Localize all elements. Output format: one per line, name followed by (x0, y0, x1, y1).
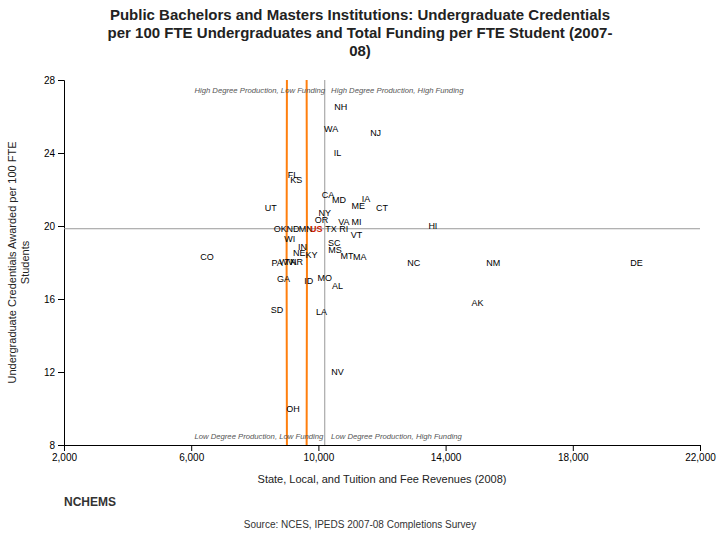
y-tick-mark (58, 153, 64, 154)
reference-line (64, 228, 700, 229)
y-tick-label: 28 (44, 75, 56, 86)
y-tick-label: 12 (44, 367, 56, 378)
x-tick: 22,000 (685, 445, 716, 463)
x-tick: 14,000 (431, 445, 462, 463)
y-tick-label: 16 (44, 294, 56, 305)
chart: Public Bachelors and Masters Institution… (0, 0, 720, 540)
point-label: TX (325, 224, 337, 234)
point-label: ME (351, 201, 365, 211)
quadrant-label: Low Degree Production, High Funding (331, 432, 462, 441)
annotations: High Degree Production, Low Funding High … (194, 86, 464, 441)
x-tick-mark (700, 445, 701, 451)
y-tick-label: 24 (44, 148, 56, 159)
point-label: ID (304, 276, 314, 286)
x-axis-title: State, Local, and Tuition and Fee Revenu… (258, 473, 507, 485)
y-axis-title-line: Students (19, 240, 31, 284)
point-label: UT (265, 203, 277, 213)
y-axis: 8 12 16 20 24 28 (44, 75, 65, 451)
y-tick: 20 (44, 221, 64, 232)
x-tick-label: 18,000 (558, 452, 589, 463)
x-tick-mark (191, 445, 192, 451)
point-label: NC (407, 258, 420, 268)
point-label: KS (290, 175, 302, 185)
data: NHWANJILFLKSCAMDIAMECTUTNYORVAMIHIOKNDMN… (64, 80, 700, 445)
x-axis-line (65, 446, 701, 452)
point-label: WA (324, 124, 338, 134)
point-label: OH (286, 404, 300, 414)
point-label: NV (331, 367, 344, 377)
point-label: MO (318, 273, 333, 283)
point-label: WI (284, 234, 295, 244)
y-axis-line (58, 81, 65, 446)
x-tick-mark (573, 445, 574, 451)
x-tick-mark (446, 445, 447, 451)
y-tick: 16 (44, 294, 64, 305)
x-tick: 10,000 (304, 445, 335, 463)
point-label: IL (334, 148, 342, 158)
title: Public Bachelors and Masters Institution… (108, 6, 613, 59)
highlight-circle (287, 80, 307, 445)
x-tick-label: 6,000 (179, 452, 204, 463)
title-line: Public Bachelors and Masters Institution… (110, 6, 610, 23)
point-label: AR (291, 257, 304, 267)
point-label: NJ (370, 128, 381, 138)
logo-text: NCHEMS (64, 495, 116, 509)
y-axis-title-line: Undergraduate Credentials Awarded per 10… (6, 142, 18, 384)
point-label: SD (271, 305, 284, 315)
point-label: MD (332, 195, 346, 205)
y-tick: 12 (44, 367, 64, 378)
point-label: OK (274, 224, 287, 234)
x-tick: 18,000 (558, 445, 589, 463)
x-tick: 6,000 (179, 445, 204, 463)
y-tick: 8 (49, 440, 64, 451)
x-tick: 2,000 (52, 445, 77, 463)
y-tick-mark (58, 445, 64, 446)
point-label: LA (316, 307, 327, 317)
y-tick-mark (58, 226, 64, 227)
point-label: CO (200, 252, 214, 262)
point-label: PA (271, 258, 282, 268)
quadrant-label: High Degree Production, High Funding (331, 86, 464, 95)
point-label: US (310, 224, 323, 234)
point-label: KY (305, 250, 317, 260)
quadrant-label: Low Degree Production, Low Funding (194, 432, 324, 441)
quadrant-label: High Degree Production, Low Funding (194, 86, 325, 95)
point-label: AL (332, 281, 343, 291)
plot: 2,000 6,000 10,000 14,000 18,000 22,000 8 12 16 2… (6, 0, 716, 540)
y-tick-mark (58, 372, 64, 373)
point-label: HI (428, 221, 437, 231)
x-tick-label: 10,000 (304, 452, 335, 463)
title-line: 08) (349, 42, 371, 59)
point-label: DE (630, 258, 643, 268)
point-label: NM (486, 258, 500, 268)
point-label: CT (376, 203, 388, 213)
y-tick-mark (58, 80, 64, 81)
point-label: MI (352, 217, 362, 227)
point-label: GA (277, 274, 290, 284)
point-label: NH (334, 102, 347, 112)
x-tick-label: 22,000 (685, 452, 716, 463)
point-label: AK (471, 298, 483, 308)
y-axis-title: Undergraduate Credentials Awarded per 10… (6, 142, 31, 384)
title-line: per 100 FTE Undergraduates and Total Fun… (108, 24, 613, 41)
x-tick-label: 14,000 (431, 452, 462, 463)
y-tick: 28 (44, 75, 64, 86)
source: Source: NCES, IPEDS 2007-08 Completions … (244, 519, 476, 530)
x-tick-label: 2,000 (52, 452, 77, 463)
x-axis: 2,000 6,000 10,000 14,000 18,000 22,000 (52, 445, 716, 463)
point-label: VT (351, 230, 363, 240)
point-label: MT (341, 251, 354, 261)
x-tick-mark (318, 445, 319, 451)
y-tick-mark (58, 299, 64, 300)
point-label: MA (353, 252, 367, 262)
reference-line (324, 80, 325, 445)
y-tick-label: 8 (49, 440, 55, 451)
y-tick: 24 (44, 148, 64, 159)
y-tick-label: 20 (44, 221, 56, 232)
point-label: RI (339, 224, 348, 234)
